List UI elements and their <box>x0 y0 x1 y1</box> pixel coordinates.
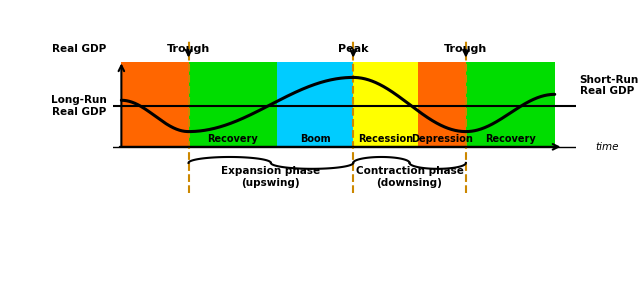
Bar <box>466 62 554 147</box>
Bar <box>121 62 189 147</box>
Text: Expansion phase
(upswing): Expansion phase (upswing) <box>222 166 321 188</box>
Text: Trough: Trough <box>444 44 488 54</box>
Bar <box>418 62 466 147</box>
Text: Real GDP: Real GDP <box>52 44 106 54</box>
Bar <box>189 62 278 147</box>
Text: Recession: Recession <box>358 134 413 144</box>
Text: Boom: Boom <box>300 134 330 144</box>
Bar <box>278 62 353 147</box>
Text: Recovery: Recovery <box>485 134 536 144</box>
Text: Contraction phase
(downsing): Contraction phase (downsing) <box>355 166 464 188</box>
Text: Long-Run
Real GDP: Long-Run Real GDP <box>50 96 106 117</box>
Bar <box>353 62 418 147</box>
Text: Depression: Depression <box>411 134 473 144</box>
Text: time: time <box>596 142 619 152</box>
Text: Recovery: Recovery <box>207 134 258 144</box>
Text: Peak: Peak <box>338 44 368 54</box>
Text: Trough: Trough <box>167 44 210 54</box>
Text: Short-Run
Real GDP: Short-Run Real GDP <box>580 75 639 96</box>
